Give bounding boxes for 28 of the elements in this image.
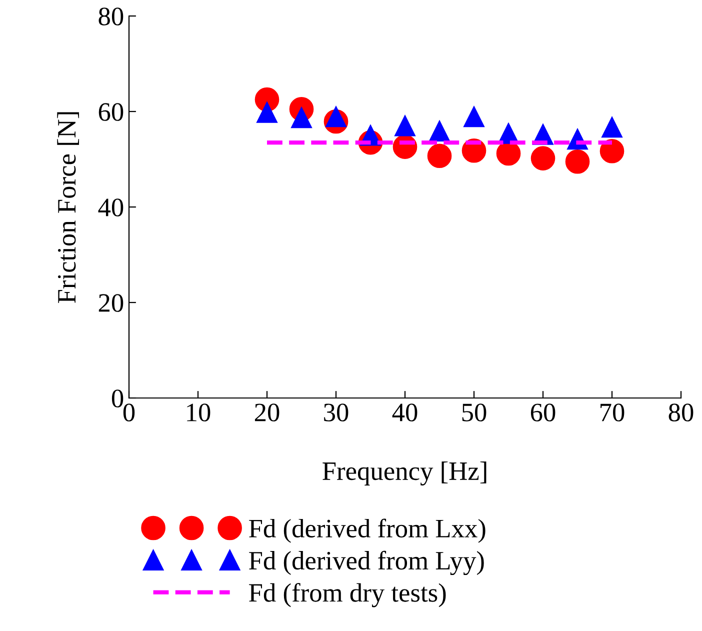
point: [565, 149, 590, 174]
point: [427, 144, 452, 168]
x-axis-title: Frequency [Hz]: [322, 462, 486, 486]
y-tick-label: 40: [98, 198, 124, 216]
legend-label: Fd (derived from Lxx): [249, 518, 486, 543]
x-tick-label: 80: [668, 404, 694, 422]
x-tick-label: 70: [600, 404, 624, 422]
y-tick-label: 0: [112, 390, 124, 408]
point: [256, 102, 278, 123]
point: [429, 120, 450, 142]
y-tick-label: 80: [98, 8, 124, 26]
point: [394, 115, 416, 136]
x-tick-label: 10: [187, 404, 210, 422]
x-tick-label: 20: [254, 404, 280, 422]
x-tick-label: 50: [462, 404, 486, 422]
y-tick-label: 20: [98, 294, 124, 312]
x-tick-label: 40: [392, 404, 418, 422]
point: [600, 138, 624, 164]
x-tick-label: 0: [123, 404, 135, 422]
y-tick-label: 60: [98, 103, 124, 121]
y-axis-title: Friction Force [N]: [57, 112, 79, 303]
legend-label: Fd (derived from Lyy): [249, 550, 484, 576]
point: [602, 116, 622, 138]
point: [464, 106, 484, 128]
point: [530, 146, 556, 170]
x-tick-label: 60: [530, 404, 556, 422]
x-tick-label: 30: [324, 404, 348, 422]
legend-label: Fd (from dry tests): [249, 582, 446, 608]
